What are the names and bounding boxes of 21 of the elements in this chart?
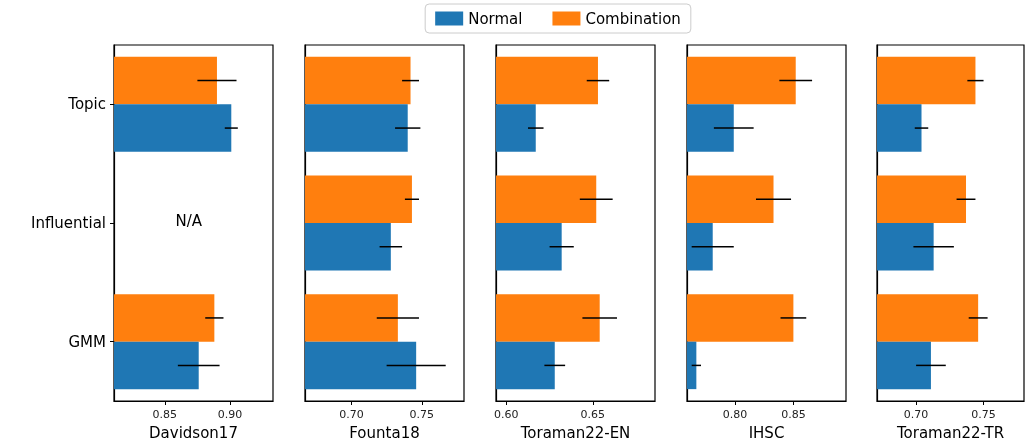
x-tick-label: 0.70 bbox=[339, 408, 364, 421]
x-axis-title: Toraman22-TR bbox=[895, 423, 1005, 442]
x-axis-title: Davidson17 bbox=[149, 423, 238, 442]
x-tick-label: 0.75 bbox=[971, 408, 996, 421]
legend-label: Combination bbox=[585, 9, 681, 28]
x-tick-label: 0.65 bbox=[580, 408, 606, 421]
x-tick-label: 0.70 bbox=[903, 408, 929, 421]
x-axis-title: Founta18 bbox=[349, 423, 420, 442]
x-tick-label: 0.85 bbox=[781, 408, 806, 421]
annotation: N/A bbox=[175, 211, 203, 230]
y-tick-label: GMM bbox=[68, 332, 106, 351]
x-tick-label: 0.75 bbox=[409, 408, 435, 421]
legend-label: Normal bbox=[468, 9, 523, 28]
y-tick-label: Topic bbox=[67, 95, 106, 114]
x-tick-label: 0.60 bbox=[494, 408, 519, 421]
y-tick-label: Influential bbox=[30, 214, 106, 232]
x-tick-label: 0.80 bbox=[722, 408, 748, 421]
x-tick-label: 0.85 bbox=[152, 408, 178, 421]
x-tick-label: 0.90 bbox=[217, 408, 243, 421]
x-axis-title: IHSC bbox=[748, 423, 785, 442]
x-axis-title: Toraman22-EN bbox=[519, 423, 631, 442]
